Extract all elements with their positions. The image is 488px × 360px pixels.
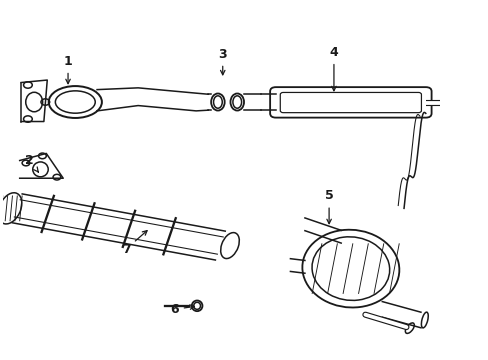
Text: 7: 7 <box>122 231 147 256</box>
Text: 6: 6 <box>170 303 194 316</box>
Text: 5: 5 <box>324 189 333 224</box>
Text: 4: 4 <box>329 46 338 91</box>
Text: 2: 2 <box>25 154 39 172</box>
Text: 3: 3 <box>218 48 226 75</box>
Text: 1: 1 <box>63 55 72 84</box>
